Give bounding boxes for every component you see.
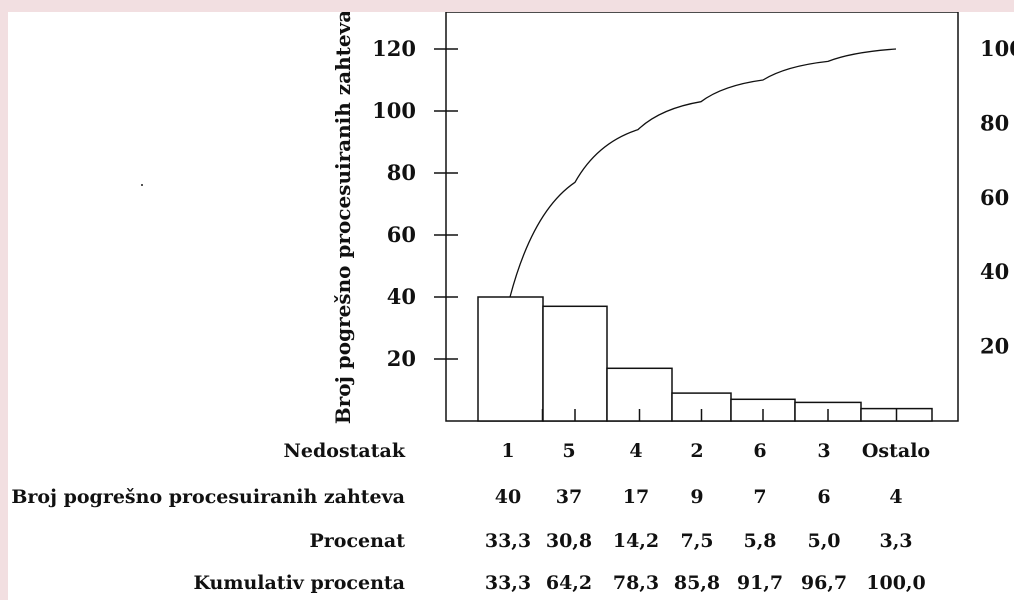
cell-count: 6 <box>817 486 831 508</box>
y-tick-label: 40 <box>387 284 416 309</box>
cell-percent: 3,3 <box>879 530 913 552</box>
row-label-count: Broj pogrešno procesuiranih zahteva <box>11 486 405 508</box>
bar <box>542 305 608 422</box>
cumulative-line <box>509 48 897 298</box>
cell-defect: Ostalo <box>861 440 931 462</box>
cell-cumulative-percent: 33,3 <box>484 572 532 594</box>
y-tick-label: 120 <box>372 36 416 61</box>
y2-tick-label: 40 <box>980 259 1009 284</box>
cell-cumulative-percent: 64,2 <box>545 572 593 594</box>
cell-count: 17 <box>622 486 650 508</box>
cell-defect: 2 <box>690 440 704 462</box>
cell-count: 4 <box>889 486 903 508</box>
y-tick-label: 80 <box>387 160 416 185</box>
cell-percent: 5,0 <box>807 530 841 552</box>
chart-panel: 20 40 60 80 100 120 20 40 60 80 100 Broj pogrešno p… <box>8 12 1014 600</box>
y-tick-label: 20 <box>387 346 416 371</box>
cell-defect: 3 <box>817 440 831 462</box>
cell-cumulative-percent: 85,8 <box>673 572 721 594</box>
stray-dot <box>141 184 143 186</box>
cell-cumulative-percent: 91,7 <box>736 572 784 594</box>
y2-tick-label: 20 <box>980 334 1009 359</box>
y2-tick-label: 60 <box>980 185 1009 210</box>
cell-defect: 5 <box>562 440 576 462</box>
y-tick-label: 100 <box>372 98 416 123</box>
row-label-percent: Procenat <box>309 530 405 552</box>
cell-defect: 1 <box>501 440 515 462</box>
cell-cumulative-percent: 100,0 <box>866 572 926 594</box>
cell-defect: 4 <box>629 440 643 462</box>
bar <box>477 296 544 422</box>
cell-percent: 14,2 <box>612 530 660 552</box>
cell-count: 40 <box>494 486 522 508</box>
y-tick-label: 60 <box>387 222 416 247</box>
y2-tick-label: 100 <box>980 36 1014 61</box>
y2-tick-label: 80 <box>980 110 1009 135</box>
y-axis-title: Broj pogrešno procesuiranih zahteva <box>331 12 355 424</box>
cell-count: 9 <box>690 486 704 508</box>
cell-percent: 5,8 <box>743 530 777 552</box>
cell-cumulative-percent: 96,7 <box>800 572 848 594</box>
cell-count: 7 <box>753 486 767 508</box>
row-label-defect: Nedostatak <box>283 440 405 462</box>
cell-cumulative-percent: 78,3 <box>612 572 660 594</box>
row-label-cumulative-percent: Kumulativ procenta <box>193 572 405 594</box>
cell-percent: 33,3 <box>484 530 532 552</box>
cell-count: 37 <box>555 486 583 508</box>
cell-defect: 6 <box>753 440 767 462</box>
pareto-chart: 20 40 60 80 100 120 20 40 60 80 100 Broj pogrešno p… <box>331 12 1014 424</box>
cell-percent: 30,8 <box>545 530 593 552</box>
cell-percent: 7,5 <box>680 530 714 552</box>
